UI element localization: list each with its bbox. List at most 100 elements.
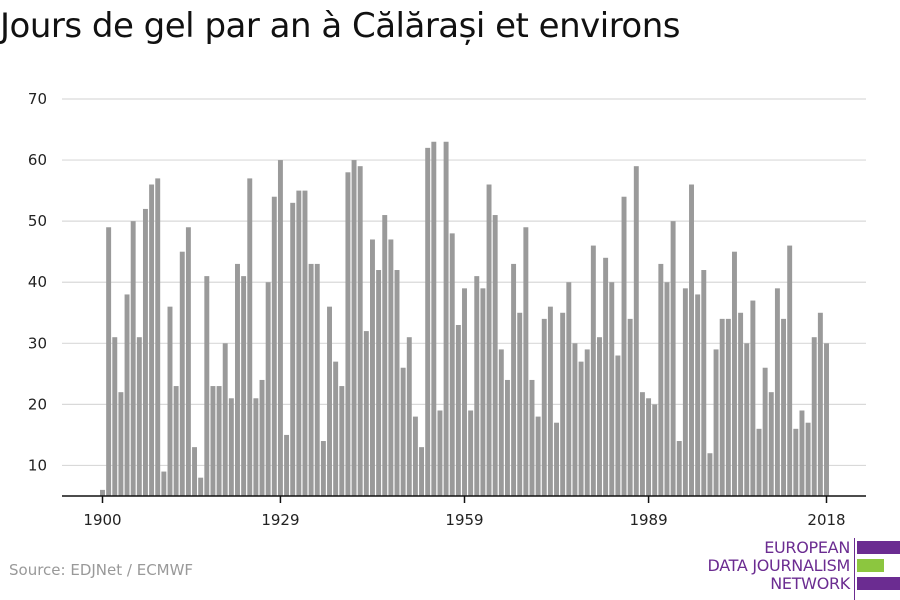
bar-1905 [130,221,136,496]
bar-2011 [781,318,787,496]
bar-2004 [738,312,744,496]
bar-1962 [480,288,486,496]
bar-1970 [529,379,535,496]
bar-1900 [100,489,105,496]
bar-2015 [805,422,811,496]
bar-1904 [124,294,130,496]
bar-1979 [584,349,590,496]
bar-1926 [259,379,265,496]
bar-1948 [394,270,400,496]
bar-1946 [382,215,388,497]
bar-1981 [597,337,602,496]
chart-title: Jours de gel par an à Călărași et enviro… [0,6,681,46]
bar-1912 [173,386,179,496]
bar-2014 [799,410,805,496]
bar-1903 [118,392,124,496]
logo-divider [854,538,855,600]
axes: 10 20 30 40 50 60 70 1900 1929 1959 1989 2018 [28,90,866,529]
bars [100,141,829,497]
bar-2000 [713,349,719,496]
bar-2009 [768,392,774,496]
bar-1924 [247,178,253,496]
bar-1923 [241,276,247,496]
bar-1969 [523,227,529,496]
bar-1941 [351,160,357,497]
logo-text-line-3: NETWORK [770,574,850,593]
bar-2012 [787,245,793,496]
edjnet-logo: EUROPEAN DATA JOURNALISM NETWORK [708,538,900,600]
bar-2007 [756,428,762,496]
bar-1927 [265,282,271,496]
bar-1902 [112,337,118,496]
bar-1908 [149,184,155,496]
bar-1964 [492,215,498,497]
bar-1950 [406,337,412,496]
bar-1978 [578,361,584,496]
bar-1919 [216,386,222,496]
bar-1974 [554,422,560,496]
bar-1928 [271,196,277,496]
y-tick-label: 40 [28,273,47,291]
bar-1958 [455,324,461,496]
bar-1934 [308,263,314,496]
bar-1922 [235,263,240,496]
bar-2003 [731,251,737,496]
y-tick-label: 20 [28,395,47,413]
bar-1909 [155,178,161,496]
bar-1933 [302,190,308,496]
bar-1907 [142,208,148,496]
frost-days-bar-chart: 10 20 30 40 50 60 70 1900 1929 1959 1989 2018 [28,90,866,529]
bar-1957 [449,233,455,496]
bar-1918 [210,386,216,496]
bar-1901 [106,227,112,496]
bar-1932 [296,190,302,496]
x-tick-label: 1900 [83,511,121,529]
bar-1917 [204,276,210,496]
bar-1930 [284,434,290,496]
logo-text-line-1: EUROPEAN [764,538,850,557]
bar-1968 [517,312,523,496]
bar-1953 [425,147,431,496]
bar-1976 [566,282,572,496]
bar-1992 [664,282,670,496]
bar-1935 [314,263,320,496]
logo-bar-purple-bottom [857,577,900,590]
bar-1988 [639,392,645,496]
y-tick-label: 30 [28,334,47,352]
bar-1937 [327,306,332,496]
bar-1959 [462,288,467,496]
bar-1990 [652,404,658,496]
bar-1936 [320,441,326,496]
logo-text-line-2: DATA JOURNALISM [707,556,851,575]
bar-2001 [719,318,725,496]
bar-1994 [676,441,682,496]
bar-1973 [547,306,553,496]
bar-1906 [136,337,142,496]
bar-1939 [339,386,345,496]
bar-1967 [511,263,517,496]
bar-1956 [443,141,449,496]
bar-2018 [824,343,829,496]
bar-1952 [419,447,425,496]
bar-1911 [167,306,173,496]
bar-2006 [750,300,756,496]
bar-1954 [431,141,437,496]
bar-2016 [811,337,817,496]
bar-1940 [345,172,351,497]
bar-1943 [363,331,369,496]
bar-1965 [498,349,504,496]
y-tick-label: 60 [28,151,47,169]
bar-1971 [535,416,541,496]
bar-1914 [185,227,191,496]
x-tick-label: 1959 [445,511,483,529]
bar-1999 [707,453,713,496]
bar-1986 [627,318,633,496]
x-tick-label: 1989 [629,511,667,529]
bar-1982 [603,257,609,496]
bar-1996 [689,184,694,496]
bar-1995 [682,288,688,496]
bar-2008 [762,367,768,496]
bar-1949 [400,367,406,496]
x-tick-label: 2018 [807,511,845,529]
bar-1929 [277,160,283,497]
